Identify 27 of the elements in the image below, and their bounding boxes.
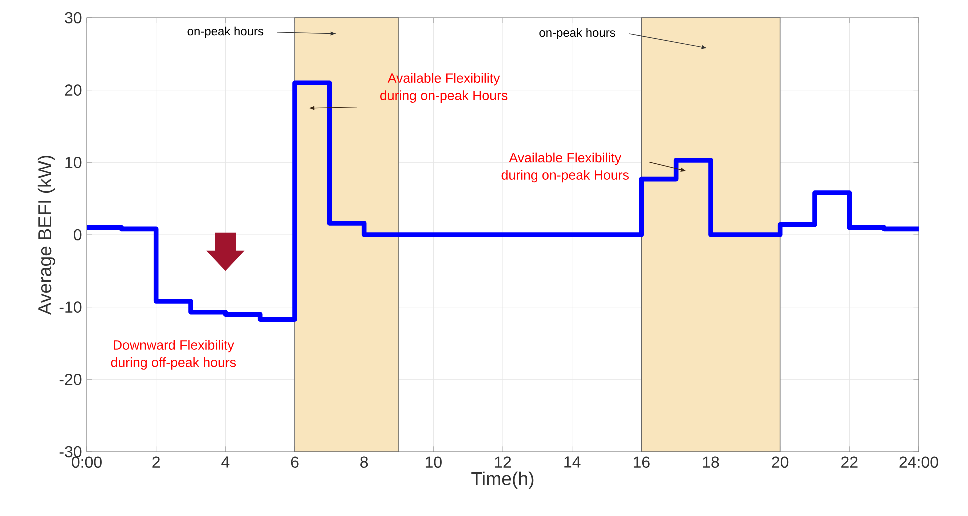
y-tick-label: 30 (65, 12, 82, 24)
y-tick-label: -10 (60, 302, 82, 313)
x-tick-label: 14 (564, 456, 581, 468)
y-tick-label: 0 (74, 229, 82, 241)
x-tick-label: 4 (222, 456, 230, 468)
x-tick-label: 8 (360, 456, 368, 468)
annotation: Available Flexibility during on-peak Hours (380, 73, 508, 104)
annotation: on-peak hours (540, 28, 616, 40)
y-tick-label: 10 (66, 156, 82, 168)
x-tick-label: 24:00 (900, 456, 938, 468)
x-tick-label: 22 (842, 456, 858, 468)
x-tick-label: 12 (495, 456, 512, 468)
x-axis-title: Time(h) (472, 472, 534, 490)
annotation: Available Flexibility during on-peak Hours (502, 152, 629, 183)
x-tick-label: 10 (426, 456, 442, 468)
y-tick-label: -20 (60, 374, 82, 386)
annotation: Downward Flexibility during off-peak hours (111, 340, 236, 370)
y-tick-label: -30 (60, 446, 82, 458)
x-tick-label: 20 (772, 456, 789, 468)
x-tick-label: 2 (152, 456, 160, 468)
annotation: on-peak hours (188, 26, 264, 38)
y-axis-title: Average BEFI (kW) (38, 156, 56, 316)
x-tick-label: 16 (634, 456, 650, 468)
x-tick-label: 18 (703, 456, 720, 468)
y-tick-label: 20 (65, 84, 82, 96)
x-tick-label: 0:00 (72, 456, 102, 468)
x-tick-label: 6 (291, 456, 299, 468)
